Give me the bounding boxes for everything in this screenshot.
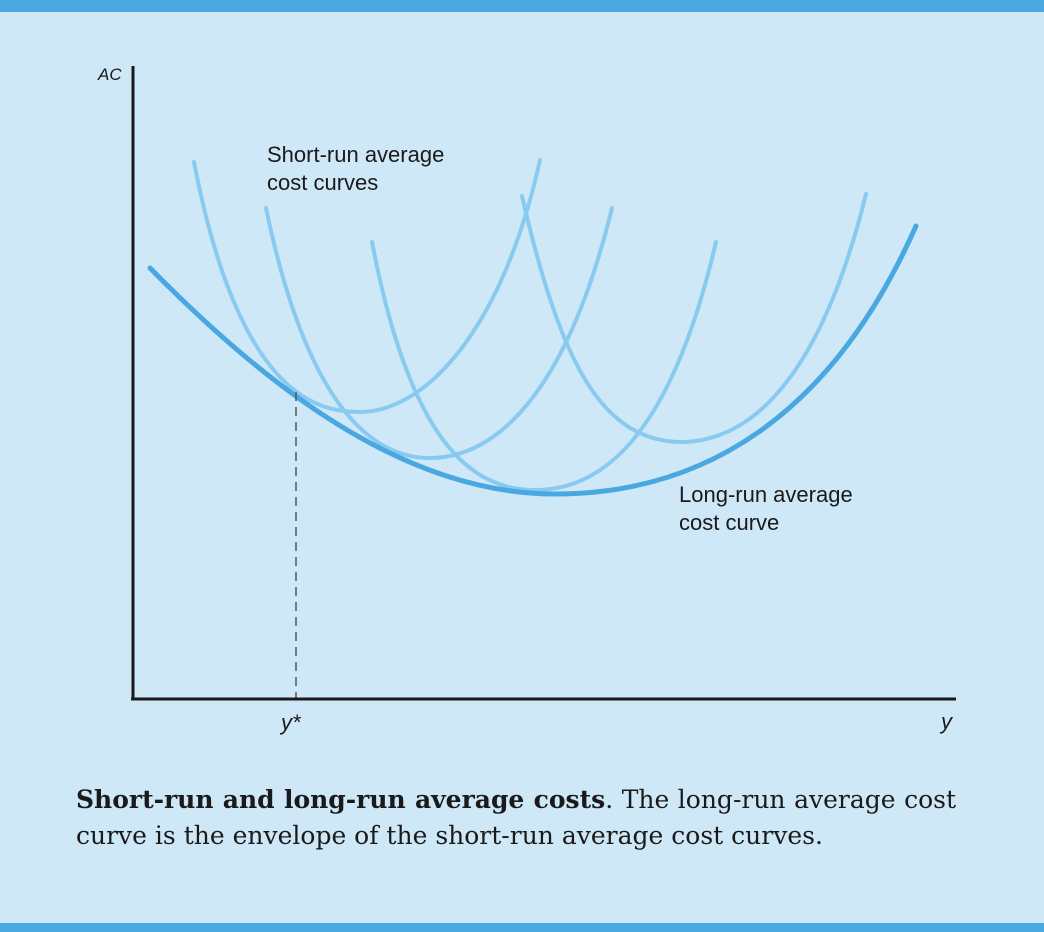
bottom-rule: [0, 923, 1044, 932]
top-rule: [0, 0, 1044, 12]
short-run-curve-4: [520, 192, 868, 445]
caption-text: . The long-run average cost curve is the…: [76, 785, 956, 850]
long-run-label-line2: cost curve: [679, 510, 779, 535]
short-run-curve-1: [192, 158, 542, 415]
x-axis-label: y: [939, 709, 954, 734]
short-run-curve-2: [264, 206, 614, 461]
long-run-curve: [147, 223, 919, 497]
short-run-label-line1: Short-run average: [267, 142, 444, 167]
y-star-label: y*: [279, 710, 302, 735]
caption-title: Short-run and long-run average costs: [76, 785, 606, 814]
long-run-label-line1: Long-run average: [679, 482, 853, 507]
short-run-curve-3: [370, 240, 718, 493]
short-run-label-line2: cost curves: [267, 170, 378, 195]
cost-curves-diagram: AC y y* Short-run average cost curves Lo…: [97, 65, 956, 735]
y-axis-label: AC: [97, 65, 122, 84]
figure-caption: Short-run and long-run average costs. Th…: [76, 782, 956, 854]
